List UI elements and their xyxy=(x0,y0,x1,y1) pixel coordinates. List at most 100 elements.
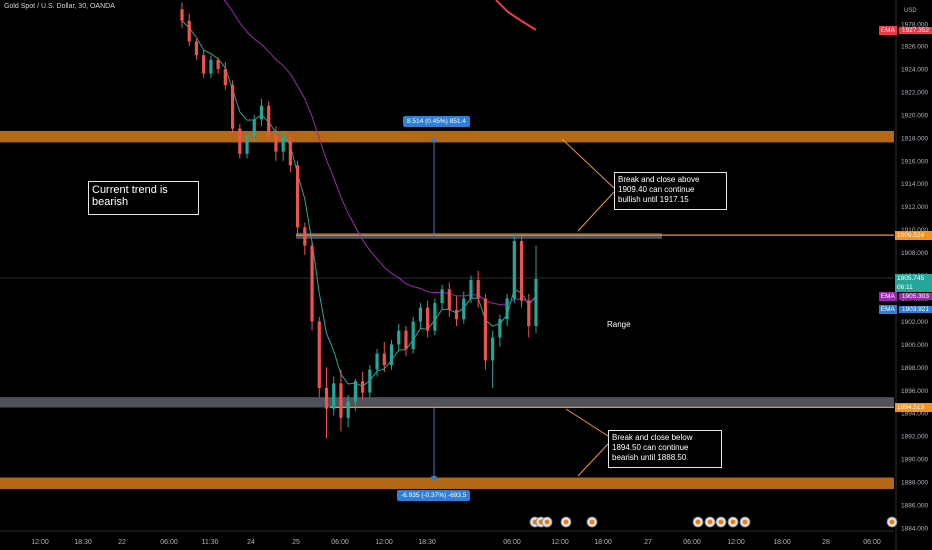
event-marker-dot xyxy=(695,519,701,525)
candle-body xyxy=(216,59,220,69)
price-tick-label: 1890.000 xyxy=(901,457,928,464)
candlestick-series xyxy=(180,2,538,439)
candle-body xyxy=(252,119,256,136)
candle-body xyxy=(469,280,473,299)
candle-body xyxy=(353,381,357,402)
candle-body xyxy=(426,307,430,331)
candle-body xyxy=(447,289,451,310)
time-tick-label: 12:00 xyxy=(727,539,745,546)
break-below-note[interactable]: Break and close below 1894.50 can contin… xyxy=(608,430,722,468)
event-marker-dot xyxy=(563,519,569,525)
candle-body xyxy=(411,321,415,349)
price-tick-label: 1978.000 xyxy=(901,22,928,29)
measure-up-arrow xyxy=(431,136,437,142)
candle-body xyxy=(180,9,184,21)
price-tag-value: 1927.352 xyxy=(898,26,932,34)
candle-body xyxy=(346,401,350,418)
time-tick-label: 06:00 xyxy=(331,539,349,546)
time-axis: 12:00 18:30 22 06:00 11:30 24 25 06:00 12:00 18:3… xyxy=(0,530,894,546)
price-tag: EMA 1927.352 xyxy=(878,25,932,35)
price-tick-label: 1926.000 xyxy=(901,44,928,51)
time-tick-label: 27 xyxy=(644,539,652,546)
candle-body xyxy=(397,330,401,345)
candle-body xyxy=(418,307,423,322)
candle-body xyxy=(512,241,516,299)
candle-body xyxy=(194,41,199,56)
price-tick-label: 1914.000 xyxy=(901,181,928,188)
price-tick-label: 1920.000 xyxy=(901,112,928,119)
measure-up-label[interactable]: 8.514 (0.45%) 851.4 xyxy=(403,116,470,127)
ema-fast-line xyxy=(181,20,537,387)
candle-body xyxy=(223,68,227,86)
time-tick-label: 06:00 xyxy=(160,539,178,546)
time-tick-label: 24 xyxy=(247,539,255,546)
time-tick-label: 28 xyxy=(822,539,830,546)
gray-zone-1909.4 xyxy=(296,233,662,239)
price-zones xyxy=(0,130,894,489)
candle-body xyxy=(368,369,372,393)
price-tick-label: 1912.000 xyxy=(901,204,928,211)
candle-body xyxy=(202,55,206,74)
time-tick-label: 22 xyxy=(118,539,126,546)
candle-body xyxy=(274,135,278,152)
event-marker-dot xyxy=(730,519,736,525)
time-tick-label: 12:00 xyxy=(31,539,49,546)
candle-body xyxy=(245,135,249,154)
resistance-zone-1918 xyxy=(0,130,894,143)
time-tick-label: 06:00 xyxy=(683,539,701,546)
price-tag: EMA 1905.303 xyxy=(878,291,932,301)
event-marker-dot xyxy=(589,519,595,525)
price-tick-label: 1900.000 xyxy=(901,342,928,349)
measure-down-arrow xyxy=(431,476,437,482)
time-tick-label: 06:00 xyxy=(503,539,521,546)
connector-above-b xyxy=(561,138,615,189)
candle-body xyxy=(238,128,242,154)
price-tag: 1905.745 06:11 xyxy=(895,273,932,292)
time-tick-label: 18:00 xyxy=(773,539,791,546)
break-above-note[interactable]: Break and close above 1909.40 can contin… xyxy=(614,172,727,210)
ema-badge: EMA xyxy=(878,305,897,315)
ema-badge: EMA xyxy=(878,291,897,301)
candle-body xyxy=(440,289,444,304)
candle-body xyxy=(303,227,307,246)
gray-zone-1894.8 xyxy=(0,397,894,408)
candle-body xyxy=(209,59,213,74)
price-tick-label: 1894.000 xyxy=(901,411,928,418)
price-tick-label: 1892.000 xyxy=(901,434,928,441)
price-tick-label: 1924.000 xyxy=(901,66,928,73)
support-zone-1887.8 xyxy=(0,477,894,489)
measure-down-label[interactable]: -6.935 (-0.37%) -693.5 xyxy=(397,490,471,501)
candle-body xyxy=(462,298,466,320)
event-marker-dot xyxy=(544,519,550,525)
candle-body xyxy=(534,278,538,327)
price-tick-label: 1910.000 xyxy=(901,227,928,234)
ema-slow-line xyxy=(223,0,537,306)
ema-red-line xyxy=(495,0,537,31)
candle-body xyxy=(361,381,365,393)
event-marker-dot xyxy=(718,519,724,525)
time-tick-label: 18:30 xyxy=(418,539,436,546)
event-marker-dot xyxy=(889,519,895,525)
range-label: Range xyxy=(607,320,631,329)
candle-body xyxy=(454,309,459,320)
price-tick-label: 1902.000 xyxy=(901,319,928,326)
candle-body xyxy=(332,383,336,409)
price-tag: EMA 1903.921 xyxy=(878,305,932,315)
price-tick-label: 1922.000 xyxy=(901,89,928,96)
event-marker-dot xyxy=(742,519,748,525)
candle-body xyxy=(527,300,531,327)
price-tag: 1909.524 xyxy=(895,230,932,240)
candle-body xyxy=(317,321,321,388)
connector-below-b xyxy=(577,443,609,477)
price-tick-label: 1916.000 xyxy=(901,158,928,165)
time-tick-label: 06:00 xyxy=(863,539,881,546)
currency-label: USD xyxy=(904,8,917,14)
candle-body xyxy=(505,298,509,320)
ema-badge: EMA xyxy=(878,25,897,35)
price-tick-label: 1898.000 xyxy=(901,365,928,372)
trend-note[interactable]: Current trend is bearish xyxy=(88,181,199,215)
candle-body xyxy=(259,105,264,120)
candle-body xyxy=(324,387,329,409)
candle-body xyxy=(519,241,524,301)
